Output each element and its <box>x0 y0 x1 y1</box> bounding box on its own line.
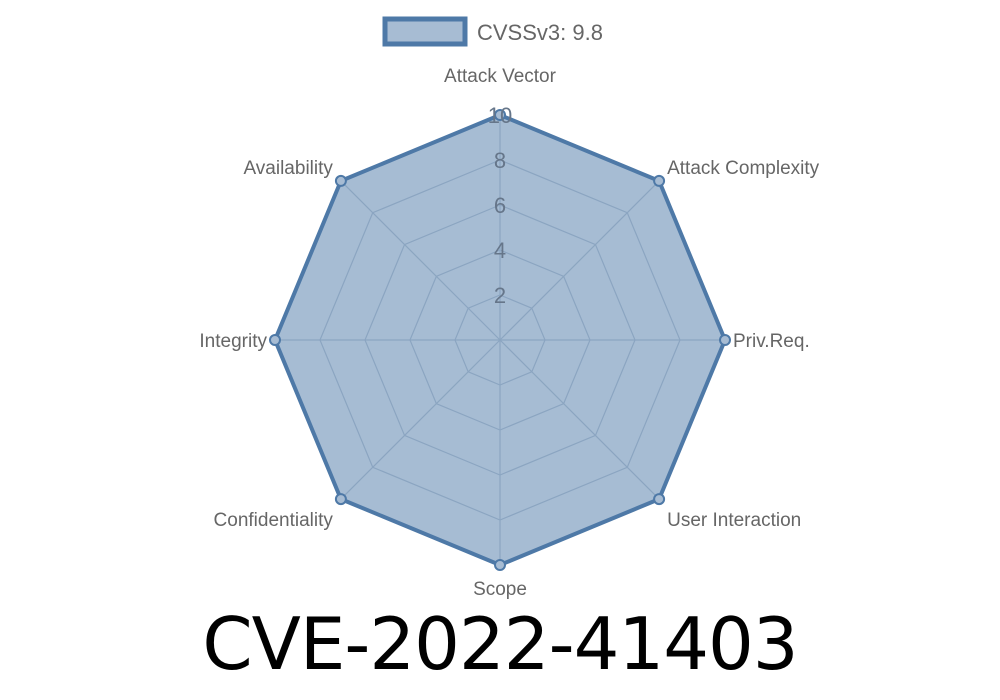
tick-label: 10 <box>488 103 512 128</box>
category-label: Attack Complexity <box>667 158 820 179</box>
category-label: Priv.Req. <box>733 331 810 352</box>
data-point <box>653 174 666 187</box>
legend-swatch <box>382 16 468 47</box>
data-point <box>494 559 506 571</box>
tick-label: 8 <box>494 148 506 173</box>
tick-label: 2 <box>494 283 506 308</box>
tick-label: 6 <box>494 193 506 218</box>
tick-label: 4 <box>494 238 506 263</box>
data-point <box>653 493 666 506</box>
data-point <box>719 334 731 346</box>
category-label: Confidentiality <box>214 510 334 531</box>
category-label: Scope <box>473 579 527 600</box>
chart-title: CVE-2022-41403 <box>202 602 798 686</box>
data-point <box>334 174 347 187</box>
data-point <box>494 109 506 121</box>
data-point <box>334 493 347 506</box>
category-label: User Interaction <box>667 510 801 531</box>
category-label: Availability <box>243 158 333 179</box>
legend-label: CVSSv3: 9.8 <box>477 20 603 45</box>
data-point <box>269 334 281 346</box>
category-label: Integrity <box>199 331 267 352</box>
category-label: Attack Vector <box>444 66 557 87</box>
